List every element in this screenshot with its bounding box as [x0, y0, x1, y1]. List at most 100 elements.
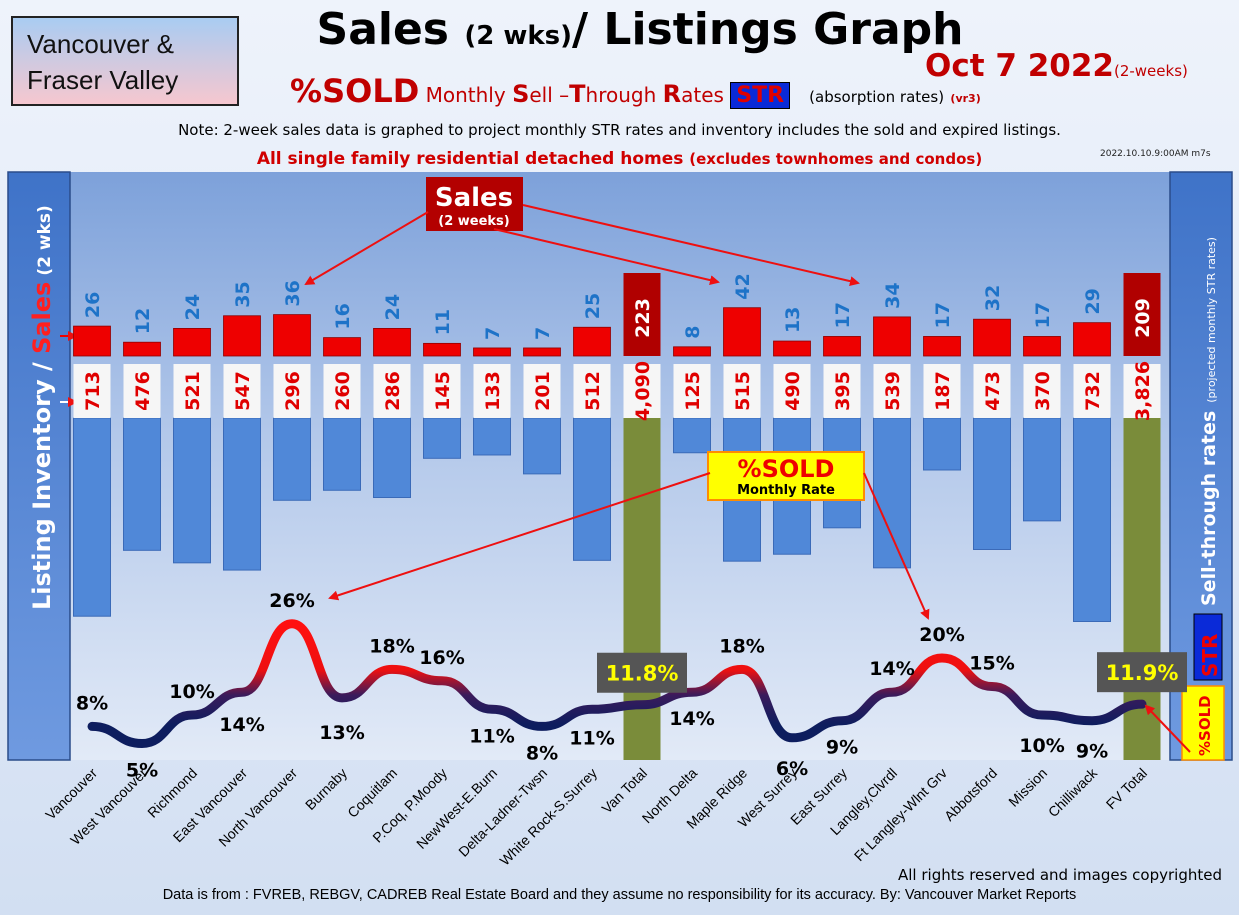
- sold-rate-label: 10%: [1019, 735, 1064, 757]
- sold-rate-label: 14%: [219, 714, 264, 736]
- sales-label: 223: [632, 298, 654, 338]
- sales-callout-title: Sales: [435, 183, 513, 213]
- subtitle-part: S: [512, 80, 530, 108]
- right-tag-str-box: [1193, 613, 1223, 681]
- sales-bar: [1073, 322, 1111, 357]
- total-rate-label: 11.8%: [606, 662, 679, 686]
- sales-label: 25: [582, 293, 604, 319]
- inventory-label: 286: [382, 371, 404, 411]
- sales-label: 16: [332, 303, 354, 329]
- inventory-label: 713: [82, 371, 104, 411]
- inventory-label-box: [673, 364, 711, 418]
- inventory-label-box: [73, 364, 111, 418]
- x-tick-label: Abbotsford: [941, 765, 1000, 824]
- x-tick-label: Chilliwack: [1045, 764, 1101, 820]
- sales-label: 7: [532, 327, 554, 340]
- total-rate-label: 11.9%: [1106, 661, 1179, 685]
- inventory-label-box: [723, 364, 761, 418]
- sold-rate-label: 9%: [826, 737, 858, 759]
- x-tick-label: White Rock-S.Surrey: [496, 765, 600, 869]
- inventory-label-box: [923, 364, 961, 418]
- inventory-label-box: [223, 364, 261, 418]
- inventory-bar: [373, 417, 411, 499]
- inventory-label-box: [373, 364, 411, 418]
- inventory-label: 4,090: [632, 361, 654, 421]
- x-tick-label: Mission: [1005, 765, 1050, 810]
- sold-rate-label: 5%: [126, 760, 158, 782]
- sales-bar: [873, 316, 911, 357]
- left-axis-panel: Listing Inventory / Sales(2 wks): [7, 171, 78, 761]
- sales-bar: [773, 340, 811, 357]
- sales-bar: [723, 307, 761, 357]
- subtitle-part: Monthly: [425, 83, 513, 107]
- inventory-bar: [223, 417, 261, 571]
- inventory-label-box: [273, 364, 311, 418]
- sold-rate-label: 10%: [169, 681, 214, 703]
- x-tick-label: Delta-Ladner-Twsn: [455, 765, 550, 860]
- page-title: Sales (2 wks)/ Listings Graph: [316, 4, 964, 55]
- sales-label: 29: [1082, 288, 1104, 314]
- inventory-label: 145: [432, 371, 454, 411]
- scope-note: All single family residential detached h…: [256, 149, 983, 169]
- left-axis-title: Listing Inventory / Sales(2 wks): [28, 205, 56, 610]
- sold-rate-label: 14%: [869, 658, 914, 680]
- sold-rate-label: 14%: [669, 708, 714, 730]
- inventory-label: 539: [882, 371, 904, 411]
- sales-label: 17: [932, 302, 954, 328]
- sales-label: 17: [832, 302, 854, 328]
- report-date: Oct 7 2022(2-weeks): [925, 48, 1188, 84]
- subtitle-part: R: [662, 80, 682, 108]
- inventory-label-box: [873, 364, 911, 418]
- region-line-2: Fraser Valley: [27, 65, 179, 95]
- inventory-label: 473: [982, 371, 1004, 411]
- sales-label: 36: [282, 280, 304, 306]
- sales-bar: [623, 273, 661, 356]
- region-box: Vancouver & Fraser Valley: [11, 16, 239, 106]
- inventory-bar: [473, 417, 511, 456]
- sold-rate-label: 18%: [719, 635, 764, 657]
- footer-source: Data is from : FVREB, REBGV, CADREB Real…: [162, 887, 1077, 903]
- inventory-bar: [523, 417, 561, 475]
- sales-bar: [923, 336, 961, 357]
- inventory-bar: [973, 417, 1011, 550]
- right-axis-panel: Sell-through rates(projected monthly STR…: [1169, 171, 1233, 761]
- inventory-label: 370: [1032, 371, 1054, 411]
- sales-callout-sub: (2 weeks): [438, 214, 509, 229]
- sold-rate-label: 20%: [919, 624, 964, 646]
- sales-label: 13: [782, 307, 804, 333]
- inventory-label-box: [523, 364, 561, 418]
- sold-rate-line: [87, 619, 1147, 748]
- inventory-label-box: [823, 364, 861, 418]
- inventory-bar: [573, 417, 611, 561]
- inventory-label-box: [973, 364, 1011, 418]
- inventory-label-box: [1073, 364, 1111, 418]
- inventory-label: 490: [782, 371, 804, 411]
- inventory-label-box: [423, 364, 461, 418]
- inventory-label: 512: [582, 371, 604, 411]
- inventory-label-box: [323, 364, 361, 418]
- inventory-label: 201: [532, 371, 554, 411]
- sold-rate-label: 15%: [969, 653, 1014, 675]
- sales-label: 34: [882, 282, 904, 308]
- x-tick-label: FV Total: [1103, 765, 1150, 812]
- inventory-bar: [923, 417, 961, 471]
- sales-label: 24: [382, 294, 404, 320]
- sales-label: 12: [132, 308, 154, 334]
- inventory-bar: [323, 417, 361, 491]
- sales-label: 35: [232, 281, 254, 307]
- sales-label: 32: [982, 285, 1004, 311]
- sales-label: 17: [1032, 302, 1054, 328]
- sold-rate-label: 6%: [776, 758, 808, 780]
- right-tag-str: STR: [1198, 634, 1222, 677]
- subtitle-part: hrough: [585, 83, 663, 107]
- inventory-bar: [73, 417, 111, 617]
- subtitle-part: T: [569, 80, 586, 108]
- subtitle-part: ates: [681, 83, 731, 107]
- total-rate-box: [1097, 652, 1187, 693]
- sales-bar: [573, 326, 611, 357]
- sold-callout-title: %SOLD: [738, 455, 835, 483]
- inventory-label-box: [1123, 364, 1161, 418]
- sales-label: 209: [1132, 298, 1154, 338]
- right-tag-sold: %SOLD: [1196, 695, 1214, 756]
